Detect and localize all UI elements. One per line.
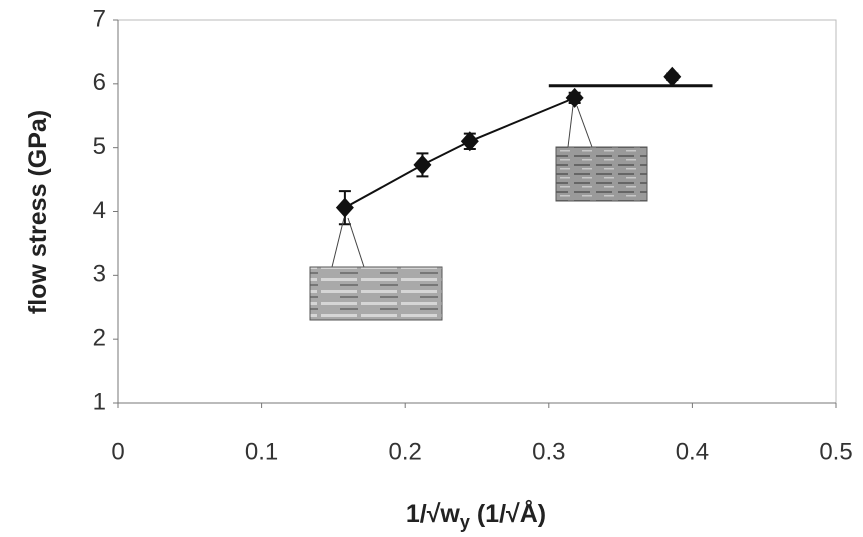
x-label-subscript: y xyxy=(460,512,470,532)
trend-line xyxy=(344,96,576,209)
marker xyxy=(413,154,432,175)
y-tick-label: 7 xyxy=(93,5,106,32)
marker xyxy=(335,197,354,218)
y-tick-label: 6 xyxy=(93,69,106,96)
x-tick-label: 0.1 xyxy=(245,438,278,465)
x-tick-label: 0 xyxy=(111,438,124,465)
x-tick-label: 0.4 xyxy=(676,438,709,465)
y-axis-label: flow stress (GPa) xyxy=(24,110,52,314)
x-label-part: (1/√Å) xyxy=(470,499,546,528)
plot-area: 1 2 3 4 5 6 7 0 0.1 0.2 0.3 0.4 0.5 xyxy=(93,5,853,465)
y-tick-label: 5 xyxy=(93,133,106,160)
y-tick-label: 2 xyxy=(93,325,106,352)
x-label-part: 1/√w xyxy=(406,500,461,528)
marker xyxy=(663,66,682,87)
x-axis-label: 1/√wy (1/√Å) xyxy=(406,499,546,532)
x-tick-label: 0.2 xyxy=(389,438,422,465)
y-tick-label: 1 xyxy=(93,388,106,415)
y-tick-label: 3 xyxy=(93,261,106,288)
y-tick-label: 4 xyxy=(93,197,106,224)
inset-wide xyxy=(309,217,443,321)
plot-frame xyxy=(117,19,837,404)
marker xyxy=(460,131,479,152)
x-tick-label: 0.3 xyxy=(532,438,565,465)
x-tick-label: 0.5 xyxy=(819,438,852,465)
inset-narrow xyxy=(555,105,648,202)
marker xyxy=(565,87,584,108)
